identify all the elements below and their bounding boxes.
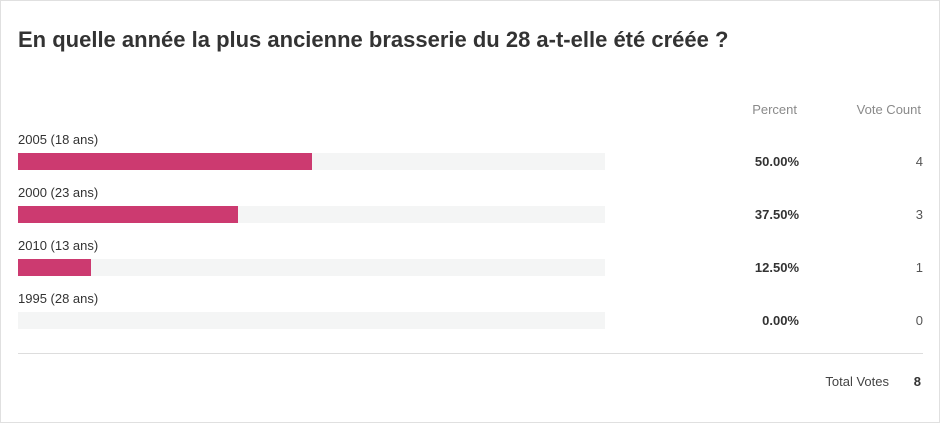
poll-option-bar-track [18, 206, 605, 223]
total-votes-label: Total Votes [825, 374, 889, 389]
poll-option-row: 1995 (28 ans) 0.00% 0 [1, 291, 940, 344]
poll-option-vote-count: 0 [915, 313, 923, 328]
poll-option-label: 2010 (13 ans) [18, 238, 99, 253]
vote-count-column-header: Vote Count [856, 102, 921, 117]
poll-question-title: En quelle année la plus ancienne brasser… [18, 27, 729, 52]
results-divider [18, 353, 923, 354]
poll-option-bar-fill [18, 153, 312, 170]
poll-option-vote-count: 3 [915, 207, 923, 222]
poll-option-bar-track [18, 312, 605, 329]
poll-option-vote-count: 1 [915, 260, 923, 275]
percent-column-header: Percent [752, 102, 797, 117]
poll-option-bar-track [18, 153, 605, 170]
total-votes-value: 8 [913, 374, 921, 389]
poll-option-percent: 50.00% [754, 154, 799, 169]
poll-option-row: 2005 (18 ans) 50.00% 4 [1, 132, 940, 185]
poll-option-row: 2010 (13 ans) 12.50% 1 [1, 238, 940, 291]
poll-option-bar-fill [18, 259, 92, 276]
poll-option-bar-fill [18, 206, 239, 223]
poll-option-label: 1995 (28 ans) [18, 291, 99, 306]
poll-option-label: 2000 (23 ans) [18, 185, 99, 200]
poll-option-percent: 0.00% [762, 313, 799, 328]
poll-option-bar-track [18, 259, 605, 276]
poll-option-vote-count: 4 [915, 154, 923, 169]
poll-option-label: 2005 (18 ans) [18, 132, 99, 147]
poll-option-row: 2000 (23 ans) 37.50% 3 [1, 185, 940, 238]
poll-option-percent: 12.50% [754, 260, 799, 275]
poll-option-percent: 37.50% [754, 207, 799, 222]
